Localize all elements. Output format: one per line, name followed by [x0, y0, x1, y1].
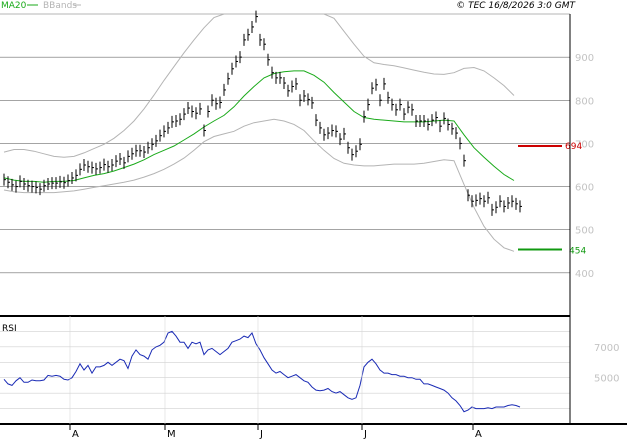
rsi-panel: 7000 5000 RSI [0, 324, 619, 413]
x-tick-label: J [259, 429, 263, 440]
legend-ma20-label: MA20 [1, 1, 27, 11]
price-y-tick-label: 900 [575, 53, 594, 64]
x-tick-label: A [72, 429, 79, 440]
price-y-tick-label: 800 [575, 96, 594, 107]
price-y-ticks: 900 800 700 600 500 400 [575, 53, 594, 280]
x-tick-label: M [167, 429, 176, 440]
x-tick-label: A [475, 429, 482, 440]
resistance-label: 694 [565, 142, 582, 152]
ma20-line [3, 70, 515, 183]
rsi-title: RSI [2, 324, 17, 334]
bbands-upper-line [3, 13, 515, 158]
price-panel: 900 800 700 600 500 400 694 454 [0, 10, 594, 280]
price-grid [0, 13, 570, 274]
rsi-y-tick-label: 5000 [594, 374, 619, 385]
rsi-y-tick-label: 7000 [594, 343, 619, 354]
support-label: 454 [569, 247, 586, 257]
price-y-tick-label: 500 [575, 226, 594, 237]
legend-bbands-label: BBands [43, 1, 77, 11]
price-y-tick-label: 700 [575, 139, 594, 150]
price-y-tick-label: 400 [575, 269, 594, 280]
price-y-tick-label: 600 [575, 183, 594, 194]
x-tick-label: J [363, 429, 367, 440]
bbands-lower-line [3, 118, 515, 252]
rsi-line [3, 330, 521, 413]
price-bars [3, 10, 522, 216]
rsi-y-ticks: 7000 5000 [594, 343, 619, 385]
copyright-notice: © TEC 16/8/2026 3:0 GMT [456, 1, 576, 11]
